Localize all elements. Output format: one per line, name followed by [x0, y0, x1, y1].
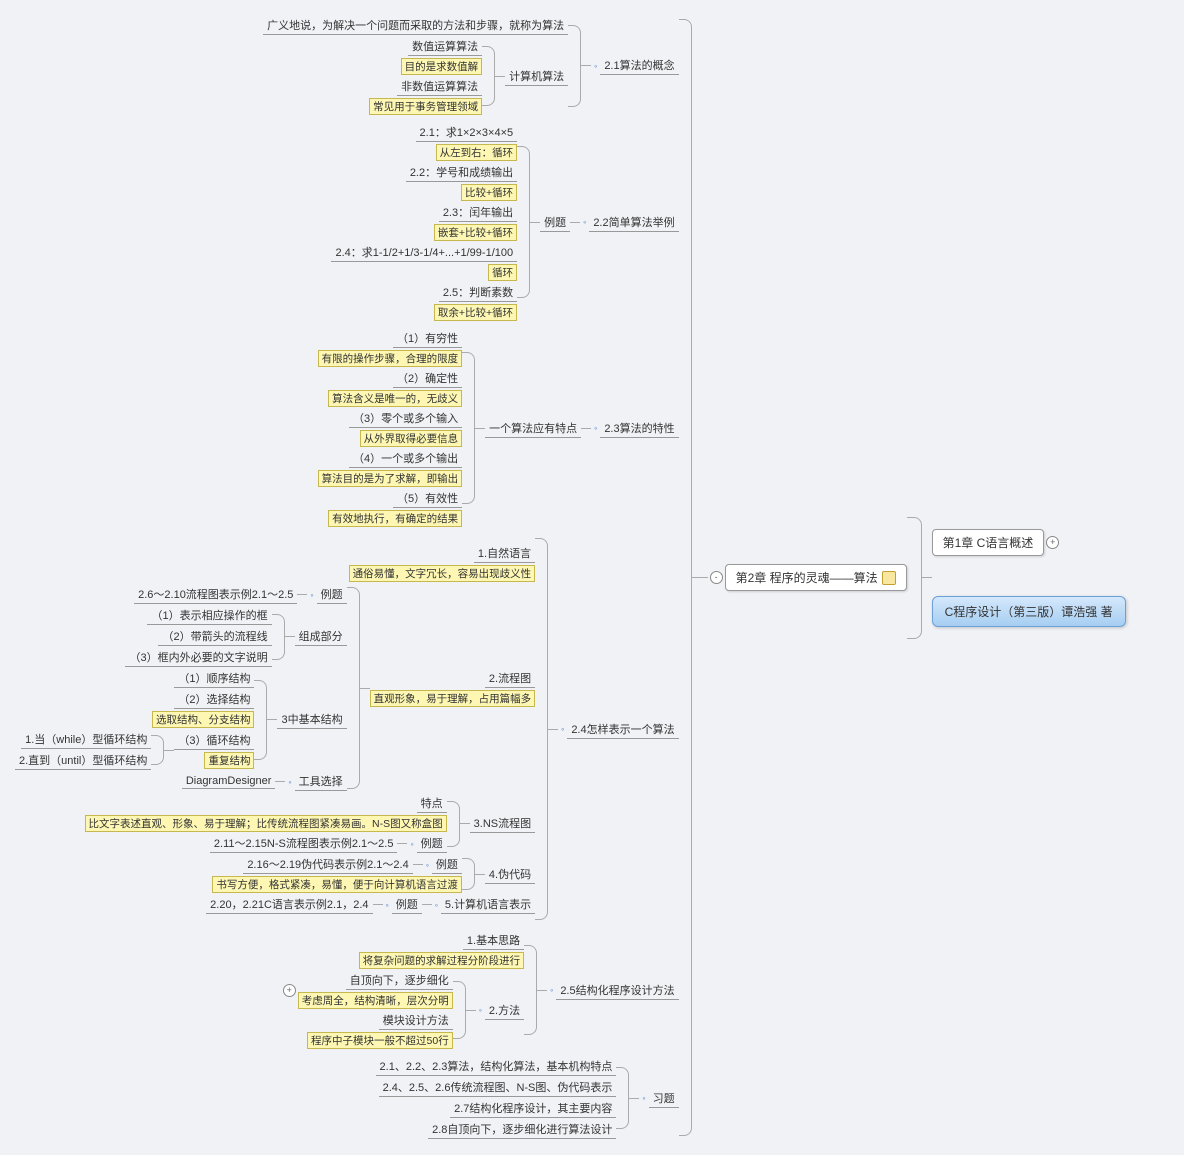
s23-p5-hl: 有效地执行，有确定的结果	[328, 510, 462, 527]
chapter-2-node[interactable]: 第2章 程序的灵魂——算法	[725, 564, 907, 591]
s24-m2-hl: 直观形象，易于理解，占用篇幅多	[370, 690, 536, 707]
s22-e3-hl: 嵌套+比较+循环	[434, 224, 517, 241]
s24-m3-hl: 比文字表述直观、形象、易于理解；比传统流程图紧凑易画。N-S图又称盒图	[85, 815, 447, 832]
expand-icon[interactable]: +	[1046, 536, 1059, 549]
s21-num-hl: 目的是求数值解	[401, 58, 483, 75]
s23-p2: （2）确定性	[393, 369, 462, 388]
root-node[interactable]: C程序设计（第三版）谭浩强 著	[932, 596, 1126, 627]
s24-m5: 5.计算机语言表示	[441, 895, 535, 914]
s21-sub1: 计算机算法	[505, 67, 568, 86]
s25-b2-2: 模块设计方法	[379, 1011, 453, 1030]
s24-m4-hl: 书写方便，格式紧凑，易懂，便于向计算机语言过渡	[212, 876, 462, 893]
s24-m2-c2: （2）带箭头的流程线	[158, 627, 271, 646]
chapter-2-group: - 第2章 程序的灵魂——算法	[708, 564, 907, 591]
s22-e2-hl: 比较+循环	[461, 184, 517, 201]
ex-q2: 2.4、2.5、2.6传统流程图、N-S图、伪代码表示	[379, 1078, 617, 1097]
s24-m2-b3-u: 2.直到（until）型循环结构	[15, 751, 151, 770]
section-2-2: 2.1：求1×2×3×4×5 从左到右：循环 2.2：学号和成绩输出 比较+循环…	[331, 122, 678, 322]
s24-m2-ex: 例题	[317, 585, 347, 604]
s22-e1: 2.1：求1×2×3×4×5	[416, 123, 518, 142]
s23-p5: （5）有效性	[393, 489, 462, 508]
s24-title: 2.4怎样表示一个算法	[567, 720, 678, 739]
s24-m2: 2.流程图	[485, 669, 535, 688]
s22-e5-hl: 取余+比较+循环	[434, 304, 517, 321]
mindmap-root: 广义地说，为解决一个问题而采取的方法和步骤，就称为算法 数值运算算法 目的是求数…	[15, 15, 1169, 1140]
s24-m2-b2-hl: 选取结构、分支结构	[152, 711, 255, 728]
s24-m2-c1: （1）表示相应操作的框	[147, 606, 271, 625]
s22-e4: 2.4：求1-1/2+1/3-1/4+...+1/99-1/100	[331, 243, 517, 262]
s23-p1-hl: 有限的操作步骤，合理的限度	[318, 350, 463, 367]
chapter-2-label: 第2章 程序的灵魂——算法	[736, 569, 878, 586]
section-2-3: （1）有穷性 有限的操作步骤，合理的限度 （2）确定性 算法含义是唯一的，无歧义…	[318, 328, 679, 528]
s25-b2-2-hl: 程序中子模块一般不超过50行	[307, 1032, 453, 1049]
s21-nonnum: 非数值运算算法	[397, 77, 482, 96]
s24-m2-b3: （3）循环结构	[174, 731, 254, 750]
section-2-5: 1.基本思路 将复杂问题的求解过程分阶段进行 + 自顶向下，逐步细化 考虑周全，…	[281, 930, 679, 1050]
s23-p4: （4）一个或多个输出	[349, 449, 462, 468]
chapter-1-label: 第1章 C语言概述	[943, 534, 1034, 551]
s25-b1: 1.基本思路	[463, 931, 524, 950]
s24-m2-tool-t: DiagramDesigner	[182, 774, 276, 789]
s25-title: 2.5结构化程序设计方法	[556, 981, 678, 1000]
s23-p3: （3）零个或多个输入	[349, 409, 462, 428]
s23-p1: （1）有穷性	[393, 329, 462, 348]
s25-b2: 2.方法	[485, 1001, 524, 1020]
s22-e1-hl: 从左到右：循环	[436, 144, 518, 161]
s24-m4: 4.伪代码	[485, 865, 535, 884]
s22-sub: 例题	[540, 213, 570, 232]
s23-p2-hl: 算法含义是唯一的，无歧义	[328, 390, 462, 407]
s24-m2-b3-hl: 重复结构	[204, 752, 254, 769]
s24-m3-ex-t: 2.11～2.15N-S流程图表示例2.1～2.5	[210, 834, 398, 853]
s21-nonnum-hl: 常见用于事务管理领域	[369, 98, 482, 115]
s24-m2-3basic: 3中基本结构	[277, 710, 346, 729]
s21-broad: 广义地说，为解决一个问题而采取的方法和步骤，就称为算法	[263, 16, 568, 35]
s24-m4-ex: 例题	[432, 855, 462, 874]
s24-m5-ex-t: 2.20，2.21C语言表示例2.1，2.4	[206, 895, 372, 914]
s23-p3-hl: 从外界取得必要信息	[360, 430, 463, 447]
s24-m2-ex-t: 2.6～2.10流程图表示例2.1～2.5	[134, 585, 297, 604]
section-2-4: 1.自然语言 通俗易懂，文字冗长，容易出现歧义性 2.6～2.10流程图表示例2…	[15, 534, 679, 924]
chapter-1-node[interactable]: 第1章 C语言概述	[932, 529, 1045, 556]
s23-p4-hl: 算法目的是为了求解，即输出	[318, 470, 463, 487]
s21-num: 数值运算算法	[408, 37, 482, 56]
s24-m3-ex: 例题	[417, 834, 447, 853]
s25-b1-hl: 将复杂问题的求解过程分阶段进行	[359, 952, 525, 969]
s22-e3: 2.3：闰年输出	[439, 203, 517, 222]
s22-e2: 2.2：学号和成绩输出	[406, 163, 517, 182]
s24-m1: 1.自然语言	[474, 544, 535, 563]
s24-m1-hl: 通俗易懂，文字冗长，容易出现歧义性	[349, 565, 536, 582]
s24-m4-ex-t: 2.16～2.19伪代码表示例2.1～2.4	[243, 855, 412, 874]
s24-m2-c3: （3）框内外必要的文字说明	[125, 648, 271, 667]
ex-q3: 2.7结构化程序设计，其主要内容	[450, 1099, 616, 1118]
section-exercises: 2.1、2.2、2.3算法，结构化算法，基本机构特点 2.4、2.5、2.6传统…	[376, 1056, 679, 1140]
section-2-1: 广义地说，为解决一个问题而采取的方法和步骤，就称为算法 数值运算算法 目的是求数…	[263, 15, 679, 116]
s24-m2-b1: （1）顺序结构	[174, 669, 254, 688]
s24-m2-comp: 组成部分	[295, 627, 347, 646]
s22-title: 2.2简单算法举例	[589, 213, 678, 232]
expand-icon[interactable]: +	[283, 984, 296, 997]
s22-e5: 2.5：判断素数	[439, 283, 517, 302]
s24-m2-tool: 工具选择	[295, 772, 347, 791]
s24-m3: 3.NS流程图	[470, 814, 535, 833]
s24-m2-b2: （2）选择结构	[174, 690, 254, 709]
s23-title: 2.3算法的特性	[600, 419, 678, 438]
s23-sub: 一个算法应有特点	[485, 419, 581, 438]
ex-q4: 2.8自顶向下，逐步细化进行算法设计	[428, 1120, 616, 1139]
s25-b2-1-hl: 考虑周全，结构清晰，层次分明	[298, 992, 453, 1009]
root-column: 第1章 C语言概述 + C程序设计（第三版）谭浩强 著	[932, 529, 1126, 627]
s24-m3-feat: 特点	[417, 794, 447, 813]
ex-q1: 2.1、2.2、2.3算法，结构化算法，基本机构特点	[376, 1057, 617, 1076]
s25-b2-1: 自顶向下，逐步细化	[346, 971, 453, 990]
s21-title: 2.1算法的概念	[600, 56, 678, 75]
ch2-bracket	[679, 19, 692, 1136]
s24-m5-ex: 例题	[392, 895, 422, 914]
s22-e4-hl: 循环	[488, 264, 517, 281]
ex-title: 习题	[649, 1089, 679, 1108]
collapse-icon[interactable]: -	[710, 571, 723, 584]
s24-m2-b3-w: 1.当（while）型循环结构	[21, 730, 151, 749]
root-label: C程序设计（第三版）谭浩强 著	[945, 605, 1113, 619]
left-tree-column: 广义地说，为解决一个问题而采取的方法和步骤，就称为算法 数值运算算法 目的是求数…	[15, 15, 679, 1140]
note-icon	[882, 571, 896, 585]
